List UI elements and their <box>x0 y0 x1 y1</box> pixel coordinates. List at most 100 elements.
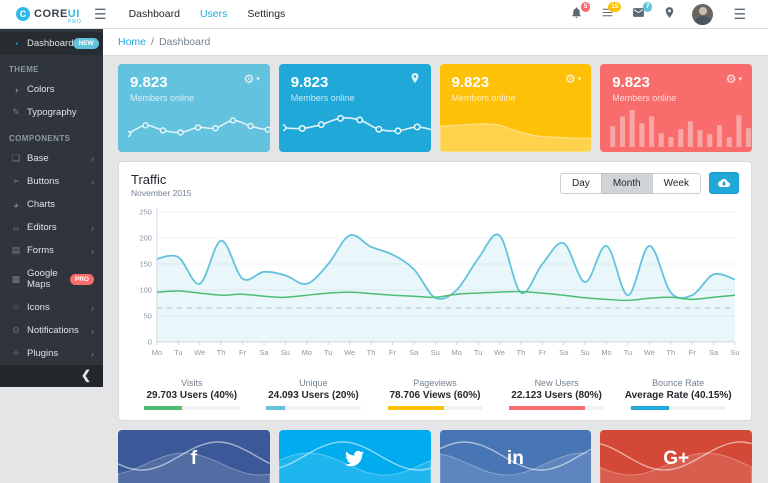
sidebar-item-label: Buttons <box>27 176 60 187</box>
card-settings-button[interactable]: ⚙ ▾ <box>726 72 742 86</box>
badge: 7 <box>642 2 653 12</box>
svg-text:Fr: Fr <box>389 348 397 357</box>
stat-value: 9.823 <box>451 74 490 91</box>
header-actions: 5 15 7 ☰ <box>568 2 768 25</box>
location-pin-icon[interactable] <box>409 72 421 84</box>
sidebar-item-plugins[interactable]: ✧ Plugins › <box>0 342 103 365</box>
location-pin-icon-button[interactable] <box>661 6 678 22</box>
legend-bounce-rate: Bounce Rate Average Rate (40.15%) <box>617 378 739 410</box>
nav-item-dashboard[interactable]: Dashboard <box>128 8 180 20</box>
svg-text:Fr: Fr <box>689 348 697 357</box>
sidebar-item-colors[interactable]: ◑ Colors <box>0 78 103 101</box>
svg-text:Su: Su <box>581 348 590 357</box>
traffic-card: Traffic November 2015 Day Month Week 0 50 10… <box>118 161 752 421</box>
sidebar-item-label: Icons <box>27 302 50 313</box>
svg-text:Su: Su <box>281 348 290 357</box>
range-button-day[interactable]: Day <box>560 172 602 194</box>
sidebar-item-notifications[interactable]: ⊙ Notifications › <box>0 319 103 342</box>
traffic-legend: Visits 29.703 Users (40%) Unique 24.093 Use… <box>131 374 739 414</box>
social-card-twitter[interactable] <box>278 430 431 483</box>
sidebar-item-label: Google Maps <box>27 268 58 290</box>
stat-label: Members online <box>290 93 355 103</box>
stat-value: 9.823 <box>290 74 329 91</box>
traffic-actions: Day Month Week <box>560 172 739 194</box>
star-icon: ☆ <box>11 302 21 312</box>
twitter-header <box>278 430 431 483</box>
aside-toggle-button[interactable]: ☰ <box>727 6 752 23</box>
brand-logo[interactable]: C COREUI PRO <box>0 7 88 25</box>
list-icon-button[interactable]: 15 <box>599 2 622 22</box>
sidebar-item-dashboard[interactable]: ◔ Dashboard NEW <box>0 32 103 55</box>
card-settings-button[interactable]: ⚙ ▾ <box>565 72 581 86</box>
legend-progress-track <box>265 406 361 410</box>
breadcrumb-current: Dashboard <box>158 36 211 48</box>
sidebar-item-base[interactable]: ❑ Base › <box>0 147 103 170</box>
legend-unique: Unique 24.093 Users (20%) <box>253 378 375 410</box>
bell-icon-button[interactable]: 5 <box>568 2 591 22</box>
stat-card-4: 9.823 Members online ⚙ ▾ <box>600 64 752 152</box>
legend-title: Unique <box>299 378 328 388</box>
sidebar-item-google-maps[interactable]: ▦ Google Maps PRO <box>0 262 103 296</box>
stat-card-3: 9.823 Members online ⚙ ▾ <box>439 64 592 152</box>
sidebar-item-charts[interactable]: ◕ Charts <box>0 193 103 216</box>
sidebar-item-label: Notifications <box>27 325 79 336</box>
coreui-logo-icon: C <box>16 7 30 21</box>
chevron-down-icon: ▾ <box>577 76 582 83</box>
card-settings-button[interactable]: ⚙ ▾ <box>243 72 259 86</box>
range-button-month[interactable]: Month <box>600 172 653 194</box>
legend-progress-track <box>509 406 604 410</box>
traffic-titles: Traffic November 2015 <box>131 172 191 198</box>
sidebar-minimizer-button[interactable]: ❮ <box>0 365 103 387</box>
location-pin-icon <box>666 7 674 18</box>
range-button-week[interactable]: Week <box>651 172 701 194</box>
bell-icon <box>572 7 582 18</box>
user-avatar[interactable] <box>692 3 714 25</box>
facebook-icon: f <box>190 447 198 469</box>
nav-item-users[interactable]: Users <box>199 8 228 20</box>
legend-title: Visits <box>181 378 203 388</box>
sidebar-section-title: COMPONENTS <box>9 134 71 143</box>
sidebar-item-label: Dashboard <box>27 38 74 49</box>
facebook-header: f <box>118 430 270 483</box>
linkedin-icon: in <box>506 447 524 469</box>
svg-text:Sa: Sa <box>709 348 719 357</box>
sidebar-item-forms[interactable]: ▤ Forms › <box>0 239 103 262</box>
stat-card-sparkline <box>439 123 592 152</box>
social-card-google-plus[interactable]: G+ <box>600 430 752 483</box>
sidebar-item-typography[interactable]: ✎ Typography <box>0 101 103 124</box>
svg-text:200: 200 <box>139 233 151 242</box>
sidebar-item-icons[interactable]: ☆ Icons › <box>0 296 103 319</box>
envelope-icon-button[interactable]: 7 <box>630 2 653 22</box>
cloud-download-button[interactable] <box>709 172 739 194</box>
pie-chart-icon: ◕ <box>13 199 19 210</box>
legend-progress-track <box>144 406 240 410</box>
sidebar-section-title: THEME <box>9 65 39 74</box>
sidebar-item-label: Editors <box>27 222 57 233</box>
legend-progress-fill <box>387 406 445 410</box>
traffic-subtitle: November 2015 <box>131 188 192 198</box>
brand-name: COREUI PRO <box>34 8 82 25</box>
sidebar-item-label: Base <box>27 153 49 164</box>
stat-card-sparkline <box>128 117 270 138</box>
page-content: 9.823 Members online ⚙ ▾ 9.823 Members online… <box>103 56 768 483</box>
twitter-icon <box>345 449 365 468</box>
drop-icon: ◑ <box>13 84 19 95</box>
breadcrumb-home-link[interactable]: Home <box>118 36 147 48</box>
sidebar-item-buttons[interactable]: ➣ Buttons › <box>0 170 103 193</box>
nav-item-settings[interactable]: Settings <box>247 8 286 20</box>
breadcrumb: Home / Dashboard <box>103 29 768 56</box>
sidebar-toggle-button[interactable]: ☰ <box>88 6 113 23</box>
stat-label: Members online <box>612 93 677 103</box>
location-pin-icon <box>411 73 418 83</box>
sidebar-item-label: Charts <box>27 199 55 210</box>
svg-text:Tu: Tu <box>624 348 632 357</box>
legend-title: Pageviews <box>413 378 457 388</box>
legend-value: 78.706 Views (60%) <box>389 390 481 401</box>
social-card-linkedin[interactable]: in <box>439 430 592 483</box>
sidebar-item-editors[interactable]: ‹› Editors › <box>0 216 103 239</box>
social-card-facebook[interactable]: f <box>118 430 270 483</box>
legend-new-users: New Users 22.123 Users (80%) <box>496 378 618 410</box>
stat-card-sparkline <box>282 114 431 135</box>
svg-text:Su: Su <box>730 348 739 357</box>
